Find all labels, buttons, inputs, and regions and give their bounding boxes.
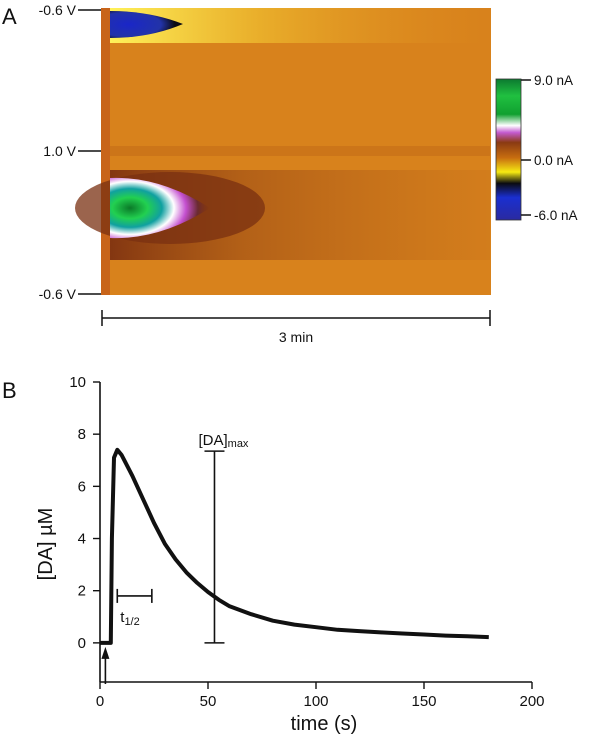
heatmap-oxidation-peak — [110, 177, 210, 239]
x-tick-label: 50 — [200, 693, 217, 710]
y-axis-label: [DA] µM — [35, 508, 57, 581]
y-tick-label: 8 — [78, 426, 86, 443]
heatmap-edge-band — [101, 8, 110, 295]
line-chart-axes: 0 50 100 150 200 0 2 4 6 8 10 — [69, 374, 544, 710]
heatmap-y-tick-bottom: -0.6 V — [39, 286, 77, 302]
x-tick-label: 200 — [519, 693, 544, 710]
y-tick-label: 6 — [78, 478, 86, 495]
colorbar-tick-zero: 0.0 nA — [534, 153, 573, 168]
da-max-subscript: max — [228, 438, 249, 450]
t-half-label: t1/2 — [120, 609, 139, 628]
heatmap — [75, 8, 491, 295]
x-tick-label: 0 — [96, 693, 104, 710]
panel-a-label: A — [2, 4, 17, 29]
panel-b-label: B — [2, 378, 17, 403]
t-half-subscript: 1/2 — [124, 616, 139, 628]
y-tick-label: 4 — [78, 531, 86, 548]
time-scale-label: 3 min — [279, 329, 313, 345]
y-tick-label: 10 — [69, 374, 86, 391]
x-tick-label: 150 — [411, 693, 436, 710]
heatmap-y-tick-mid: 1.0 V — [43, 143, 76, 159]
heatmap-y-axis: -0.6 V 1.0 V -0.6 V — [39, 2, 101, 302]
x-axis-label: time (s) — [291, 713, 358, 735]
concentration-trace — [100, 447, 489, 645]
panel-a: A -0.6 V 1.0 V -0.6 V 9.0 nA 0.0 nA — [2, 2, 578, 345]
colorbar: 9.0 nA 0.0 nA -6.0 nA — [495, 73, 578, 223]
time-scale-bar: 3 min — [101, 310, 491, 345]
stimulus-arrow-head — [101, 646, 110, 659]
colorbar-tick-max: 9.0 nA — [534, 73, 573, 88]
y-tick-label: 2 — [78, 583, 86, 600]
colorbar-tick-min: -6.0 nA — [534, 208, 578, 223]
panel-b: B 0 50 100 150 200 0 2 4 6 8 10 [DA] µM time (s) t… — [2, 374, 545, 735]
colorbar-gradient — [495, 78, 522, 221]
x-tick-label: 100 — [303, 693, 328, 710]
y-tick-label: 0 — [78, 635, 86, 652]
heatmap-reduction-peak — [110, 11, 183, 38]
heatmap-y-tick-top: -0.6 V — [39, 2, 77, 18]
heatmap-switch-band — [110, 146, 490, 156]
da-max-label: [DA]max — [198, 432, 248, 450]
